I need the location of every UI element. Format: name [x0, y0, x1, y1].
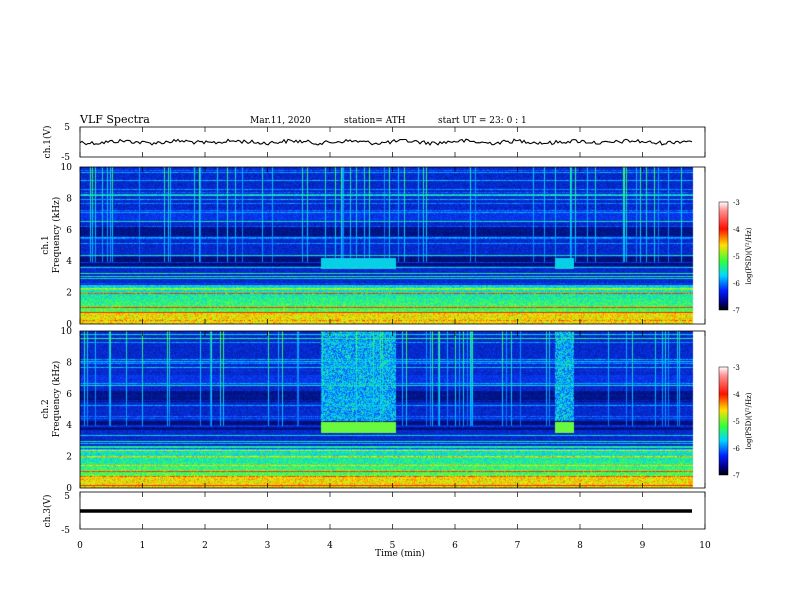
ch1-spectrogram-area	[80, 167, 705, 324]
frequency-tick-label: 4	[66, 257, 72, 267]
colorbar-2-label: log(PSD)(V²/Hz)	[745, 392, 753, 449]
ch1-ylabel: ch.1(V)	[42, 126, 53, 159]
colorbar-tick-label: -6	[733, 445, 740, 453]
ch2-spectrogram-area	[80, 331, 705, 488]
frequency-tick-label: 6	[66, 226, 72, 236]
colorbar-tick-label: -6	[733, 280, 740, 288]
time-axis-label: Time (min)	[375, 548, 425, 559]
colorbar-1-label: log(PSD)(V²/Hz)	[745, 227, 753, 284]
time-tick-label: 5	[390, 541, 396, 551]
colorbar-2-bar	[718, 366, 729, 476]
time-tick-label: 2	[202, 541, 208, 551]
colorbar-2: -3 -4 -5 -6 -7 log(PSD)(V²/Hz)	[718, 364, 753, 480]
ch1-spec-ylabel-line1: ch.1	[41, 235, 51, 254]
time-axis: 0 1 2 3 4 5 6 7 8 9 10	[77, 127, 711, 551]
colorbar-tick-label: -4	[733, 226, 740, 234]
frequency-tick-label: 4	[66, 421, 72, 431]
ch1-tick-bottom: -5	[61, 153, 70, 163]
ch1-spec-yticks: 10 8 6 4 2 0	[61, 163, 73, 330]
ch3-panel: 5 -5 ch.3(V)	[42, 491, 706, 536]
colorbar-tick-label: -4	[733, 391, 740, 399]
colorbar-tick-label: -3	[733, 364, 740, 372]
frequency-tick-label: 6	[66, 390, 72, 400]
figure-title: VLF Spectra	[79, 113, 150, 126]
ch3-tick-top: 5	[64, 492, 70, 502]
colorbar-tick-label: -5	[733, 253, 740, 261]
start-time-label: start UT = 23: 0 : 1	[438, 116, 527, 126]
ch3-ylabel: ch.3(V)	[42, 495, 53, 528]
ch2-spec-ylabel-line1: ch.2	[41, 399, 51, 418]
frequency-tick-label: 10	[61, 327, 73, 337]
ch3-tick-bottom: -5	[61, 526, 70, 536]
colorbar-tick-label: -3	[733, 199, 740, 207]
ch2-spec-ylabel-line2: Frequency (kHz)	[51, 361, 62, 438]
ch1-panel: 5 -5 ch.1(V)	[42, 123, 706, 163]
frequency-tick-label: 0	[66, 484, 72, 494]
colorbar-1-ticks: -3 -4 -5 -6 -7	[733, 199, 740, 315]
ch1-tick-top: 5	[64, 123, 70, 133]
colorbar-tick-label: -5	[733, 418, 740, 426]
date-label: Mar.11, 2020	[250, 116, 311, 126]
frequency-tick-label: 2	[66, 453, 72, 463]
frequency-tick-label: 2	[66, 289, 72, 299]
frequency-tick-label: 8	[66, 358, 72, 368]
time-tick-label: 7	[515, 541, 521, 551]
time-tick-label: 3	[265, 541, 271, 551]
colorbar-2-ticks: -3 -4 -5 -6 -7	[733, 364, 740, 480]
time-tick-label: 1	[140, 541, 146, 551]
frequency-tick-label: 10	[61, 163, 73, 173]
time-tick-label: 0	[77, 541, 83, 551]
colorbar-tick-label: -7	[733, 307, 740, 315]
time-tick-label: 8	[577, 541, 583, 551]
colorbar-tick-label: -7	[733, 472, 740, 480]
frequency-tick-label: 0	[66, 320, 72, 330]
ch1-trace-line	[79, 138, 693, 146]
frequency-tick-label: 8	[66, 194, 72, 204]
ch2-spectrogram-panel: 10 8 6 4 2 0 ch.2 Frequency (kHz)	[41, 327, 706, 494]
colorbar-1: -3 -4 -5 -6 -7 log(PSD)(V²/Hz)	[718, 199, 753, 315]
station-label: station= ATH	[344, 116, 406, 126]
time-tick-label: 9	[640, 541, 646, 551]
ch1-spectrogram-panel: 10 8 6 4 2 0 ch.1 Frequency (kHz)	[41, 163, 706, 330]
ch2-spec-yticks: 10 8 6 4 2 0	[61, 327, 73, 494]
time-tick-label: 10	[699, 541, 711, 551]
colorbar-1-bar	[718, 201, 729, 311]
ch1-spec-ylabel-line2: Frequency (kHz)	[51, 197, 62, 274]
time-tick-label: 4	[327, 541, 333, 551]
time-tick-label: 6	[452, 541, 458, 551]
